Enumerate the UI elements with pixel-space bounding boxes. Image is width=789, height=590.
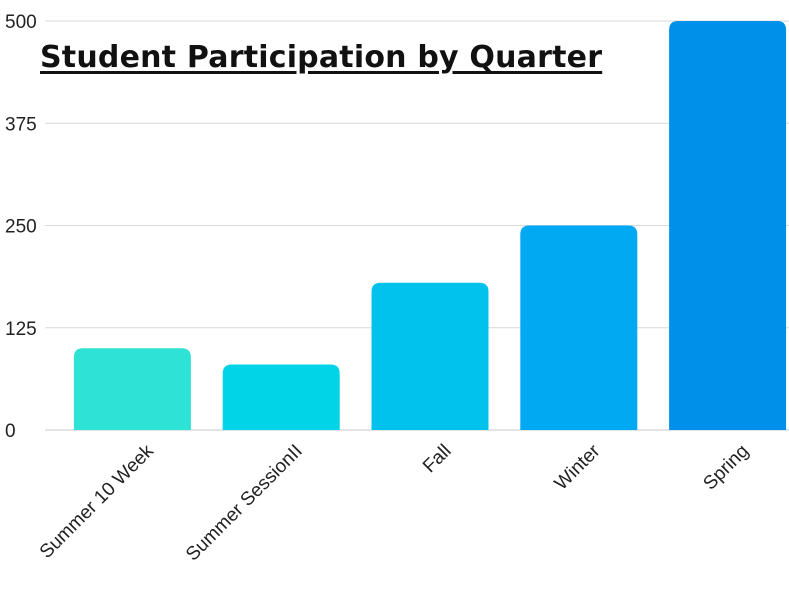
y-axis-ticks: 0 125 250 375 500 <box>5 12 37 442</box>
x-tick-label: Summer 10 Week <box>36 440 158 562</box>
y-tick-label: 0 <box>5 421 16 442</box>
bars <box>73 21 787 430</box>
x-tick-label: Fall <box>419 441 456 478</box>
bar <box>222 364 340 430</box>
y-tick-label: 500 <box>5 12 37 33</box>
grid-lines <box>45 20 789 431</box>
chart-title: Student Participation by Quarter <box>40 40 603 75</box>
x-tick-label: Summer SessionII <box>182 441 307 566</box>
bar <box>73 348 191 430</box>
bar <box>669 21 787 430</box>
bar <box>520 225 638 430</box>
y-tick-label: 125 <box>5 319 37 340</box>
y-tick-label: 375 <box>5 114 37 135</box>
x-tick-label: Winter <box>551 440 605 494</box>
y-tick-label: 250 <box>5 217 37 238</box>
x-tick-label: Spring <box>699 441 753 495</box>
x-axis-ticks: Summer 10 Week Summer SessionII Fall Winter… <box>36 440 753 565</box>
bar <box>371 282 489 430</box>
